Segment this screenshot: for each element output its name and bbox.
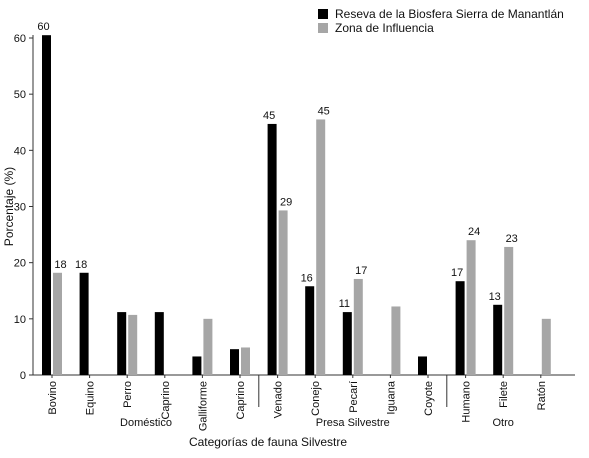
data-label: 45 (263, 110, 275, 122)
group-label: Doméstico (120, 417, 172, 429)
data-label: 24 (468, 226, 480, 238)
data-label: 16 (301, 272, 313, 284)
bar (241, 347, 250, 375)
data-label: 11 (339, 298, 350, 310)
bar (541, 318, 551, 375)
data-label: 45 (318, 105, 330, 117)
bar (316, 119, 326, 375)
bar (230, 349, 239, 375)
category-label: Iguana (385, 380, 397, 415)
bar (305, 286, 315, 375)
category-label: Caprino (160, 381, 172, 420)
y-tick-label: 40 (14, 145, 26, 157)
category-label: Perro (122, 381, 134, 408)
legend-label: Zona de Influencia (335, 21, 434, 35)
y-tick-label: 30 (14, 202, 26, 214)
bar (203, 318, 213, 375)
bar (267, 123, 277, 375)
bar (418, 356, 427, 375)
bar (192, 356, 202, 375)
legend-swatch (318, 9, 328, 19)
bar (353, 278, 363, 375)
bar (342, 312, 352, 375)
bar (53, 272, 62, 375)
data-label: 23 (506, 233, 518, 245)
group-label: Otro (492, 417, 513, 429)
category-label: Conejo (310, 381, 322, 416)
category-label: Caprino (235, 381, 247, 420)
category-label: Galliforme (197, 381, 209, 431)
bar (154, 312, 164, 375)
bar (117, 312, 127, 375)
y-tick-label: 50 (14, 89, 26, 101)
category-label: Filete (498, 381, 510, 408)
bar (391, 306, 401, 375)
category-label: Bovino (47, 381, 59, 415)
data-label: 60 (37, 21, 49, 33)
bar (504, 246, 514, 375)
bar (493, 304, 503, 375)
legend-swatch (318, 23, 328, 33)
category-label: Equino (85, 381, 97, 415)
bar (455, 281, 465, 375)
category-label: Humano (461, 381, 473, 423)
data-label: 18 (75, 259, 87, 271)
category-label: Pecarí (348, 381, 360, 413)
y-axis-title: Porcentaje (%) (2, 167, 16, 246)
data-label: 17 (355, 265, 367, 277)
y-tick-label: 0 (20, 370, 26, 382)
bar (128, 314, 138, 375)
bar (79, 272, 89, 375)
group-label: Presa Silvestre (316, 417, 390, 429)
bar (466, 240, 476, 375)
data-label: 13 (489, 291, 501, 303)
bar (42, 35, 51, 376)
y-tick-label: 10 (14, 314, 26, 326)
bar (278, 210, 288, 375)
category-label: Coyote (423, 381, 435, 416)
category-label: Venado (273, 381, 285, 418)
category-label: Ratón (536, 381, 548, 410)
y-tick-label: 20 (14, 258, 26, 270)
y-tick-label: 60 (14, 33, 26, 45)
data-label: 18 (54, 259, 66, 271)
data-label: 29 (280, 196, 292, 208)
x-axis-title: Categorías de fauna Silvestre (189, 435, 347, 449)
legend-label: Reseva de la Biosfera Sierra de Manantlá… (335, 7, 564, 21)
data-label: 17 (451, 267, 463, 279)
